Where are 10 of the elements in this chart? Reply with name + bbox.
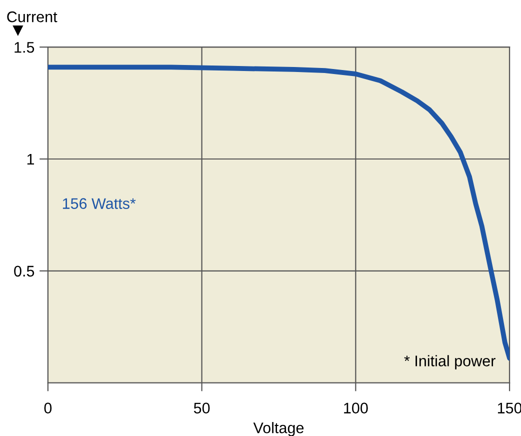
x-tick-label: 50: [194, 402, 210, 414]
y-tick-label: 1: [27, 154, 34, 165]
y-axis-title: Current: [7, 11, 58, 22]
annotation: * Initial power: [404, 355, 496, 370]
x-tick-label: 100: [344, 402, 368, 414]
y-tick-label: 0.5: [14, 266, 34, 277]
annotation: 156 Watts*: [62, 198, 136, 209]
x-axis-title: Voltage: [253, 422, 304, 436]
y-tick-label: 1.5: [14, 42, 34, 53]
x-tick-label: 0: [44, 402, 52, 414]
